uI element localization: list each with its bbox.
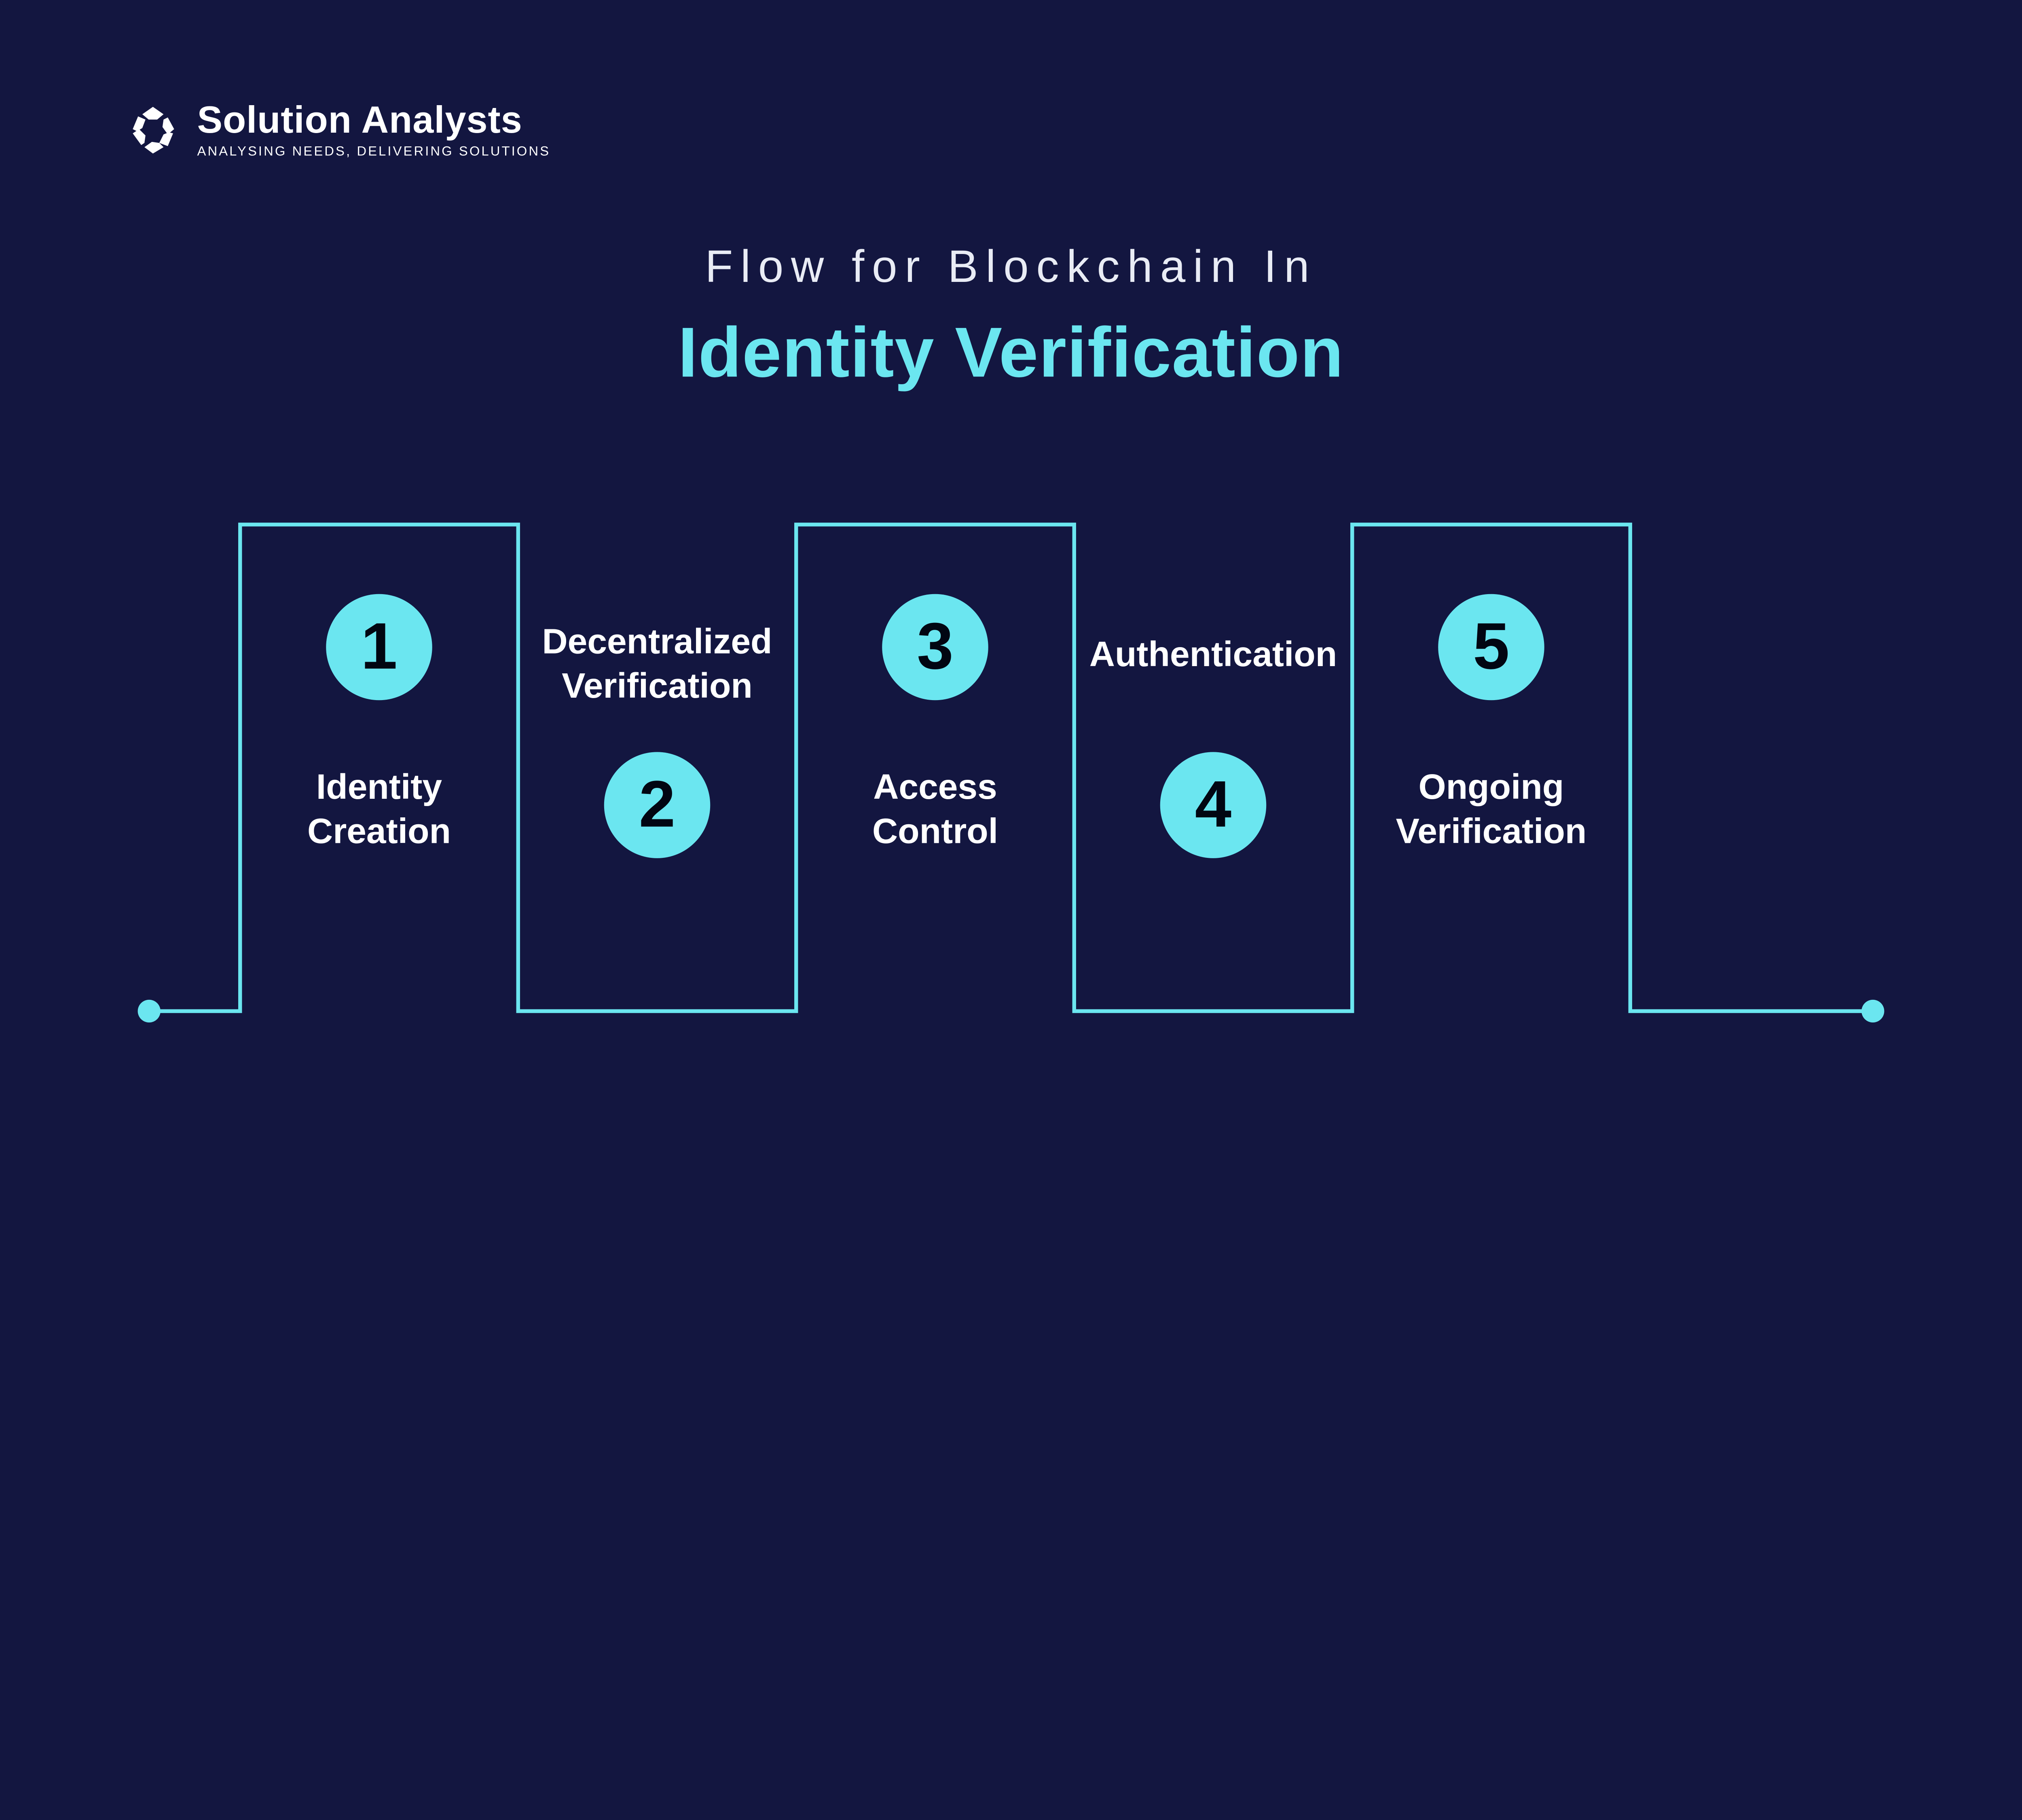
step-4-badge: 4 xyxy=(1160,752,1267,858)
step-1-number: 1 xyxy=(361,609,397,685)
step-1-badge: 1 xyxy=(326,594,432,700)
logo-tagline: ANALYSING NEEDS, DELIVERING SOLUTIONS xyxy=(197,144,551,159)
step-3-badge: 3 xyxy=(882,594,988,700)
heading-title: Identity Verification xyxy=(0,311,2022,393)
step-3-number: 3 xyxy=(917,609,953,685)
heading: Flow for Blockchain In Identity Verifica… xyxy=(0,240,2022,393)
step-5-badge: 5 xyxy=(1438,594,1544,700)
logo-title: Solution Analysts xyxy=(197,101,551,141)
step-5-number: 5 xyxy=(1473,609,1509,685)
logo-icon xyxy=(127,103,180,156)
end-dot-icon xyxy=(1861,1000,1884,1022)
step-4-number: 4 xyxy=(1195,767,1231,843)
start-dot-icon xyxy=(138,1000,161,1022)
step-2-label: Decentralized Verification xyxy=(518,619,796,708)
step-5-label: Ongoing Verification xyxy=(1352,765,1631,853)
heading-pretitle: Flow for Blockchain In xyxy=(0,240,2022,293)
logo: Solution Analysts ANALYSING NEEDS, DELIV… xyxy=(127,101,551,159)
step-4-label: Authentication xyxy=(1074,632,1352,676)
step-2-number: 2 xyxy=(639,767,675,843)
step-1-label: Identity Creation xyxy=(240,765,518,853)
step-2-badge: 2 xyxy=(604,752,711,858)
step-3-label: Access Control xyxy=(796,765,1074,853)
